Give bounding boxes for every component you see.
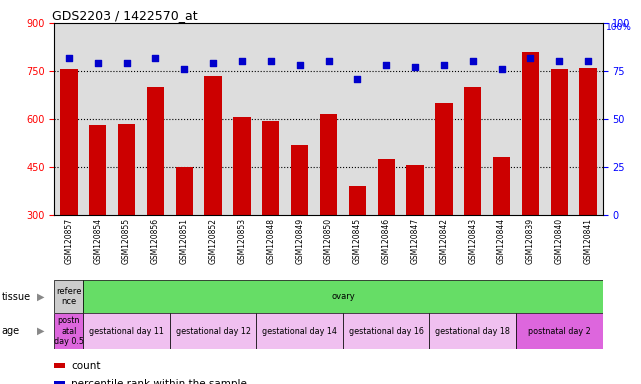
Point [353, 76, 363, 82]
Text: refere
nce: refere nce [56, 287, 81, 306]
Bar [343, 313, 429, 349]
Bar [464, 87, 481, 215]
Point [583, 58, 594, 65]
Point [64, 55, 74, 61]
Bar [256, 313, 343, 349]
Point [554, 58, 564, 65]
Bar [516, 313, 603, 349]
Text: postn
atal
day 0.5: postn atal day 0.5 [54, 316, 84, 346]
Point [525, 55, 535, 61]
Point [208, 60, 218, 66]
Text: ovary: ovary [331, 292, 355, 301]
Bar [54, 280, 83, 313]
Text: ▶: ▶ [37, 291, 45, 302]
Point [150, 55, 160, 61]
Bar [89, 126, 106, 215]
Point [93, 60, 103, 66]
Bar [522, 52, 539, 215]
Bar [493, 157, 510, 215]
Bar [262, 121, 279, 215]
Point [237, 58, 247, 65]
Bar [54, 381, 65, 384]
Bar [233, 118, 251, 215]
Bar [579, 68, 597, 215]
Bar [291, 145, 308, 215]
Text: percentile rank within the sample: percentile rank within the sample [71, 379, 247, 384]
Bar [435, 103, 453, 215]
Point [265, 58, 276, 65]
Point [438, 62, 449, 68]
Point [323, 58, 333, 65]
Point [496, 66, 506, 72]
Point [410, 64, 420, 70]
Text: gestational day 18: gestational day 18 [435, 327, 510, 336]
Bar [204, 76, 222, 215]
Bar [176, 167, 193, 215]
Bar [54, 363, 65, 368]
Bar [551, 70, 568, 215]
Bar [147, 87, 164, 215]
Point [122, 60, 132, 66]
Bar [320, 114, 337, 215]
Bar [60, 70, 78, 215]
Bar [83, 313, 170, 349]
Point [381, 62, 391, 68]
Point [179, 66, 190, 72]
Point [294, 62, 305, 68]
Text: gestational day 16: gestational day 16 [349, 327, 424, 336]
Bar [429, 313, 516, 349]
Text: 100%: 100% [606, 23, 631, 32]
Bar [118, 124, 135, 215]
Text: ▶: ▶ [37, 326, 45, 336]
Bar [378, 159, 395, 215]
Bar [54, 313, 83, 349]
Bar [170, 313, 256, 349]
Text: GDS2203 / 1422570_at: GDS2203 / 1422570_at [52, 9, 197, 22]
Text: gestational day 11: gestational day 11 [89, 327, 164, 336]
Point [467, 58, 478, 65]
Text: count: count [71, 361, 101, 371]
Text: age: age [1, 326, 19, 336]
Text: tissue: tissue [1, 291, 30, 302]
Text: gestational day 12: gestational day 12 [176, 327, 251, 336]
Bar [349, 186, 366, 215]
Text: gestational day 14: gestational day 14 [262, 327, 337, 336]
Text: postnatal day 2: postnatal day 2 [528, 327, 590, 336]
Bar [406, 166, 424, 215]
